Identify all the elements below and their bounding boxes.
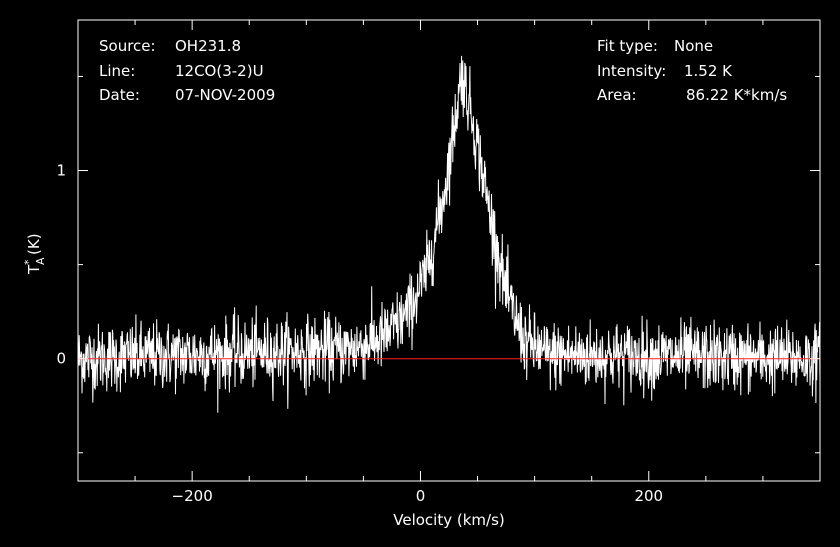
date-label: Date: xyxy=(99,86,140,104)
plot-frame xyxy=(77,19,821,482)
fit-type-value: None xyxy=(674,37,713,55)
area-value: 86.22 K*km/s xyxy=(686,86,787,104)
x-tick-label: 200 xyxy=(634,487,663,505)
fit-type-label: Fit type: xyxy=(597,37,658,55)
axis-ticks: −200 0 200 0 1 xyxy=(56,20,821,505)
line-label: Line: xyxy=(99,62,135,80)
spectrum-series xyxy=(77,55,821,413)
intensity-value: 1.52 K xyxy=(684,62,733,80)
x-axis-label: Velocity (km/s) xyxy=(393,511,504,529)
area-label: Area: xyxy=(597,86,637,104)
x-tick-label: 0 xyxy=(416,487,426,505)
intensity-label: Intensity: xyxy=(597,62,666,80)
y-tick-label: 0 xyxy=(56,350,66,368)
date-value: 07-NOV-2009 xyxy=(175,86,275,104)
x-tick-label: −200 xyxy=(172,487,213,505)
y-axis-label: T * A (K) xyxy=(22,233,47,275)
source-value: OH231.8 xyxy=(175,37,241,55)
y-axis-label-super: * xyxy=(22,259,35,265)
y-tick-label: 1 xyxy=(56,162,66,180)
line-value: 12CO(3-2)U xyxy=(175,62,264,80)
source-label: Source: xyxy=(99,37,156,55)
y-axis-label-main: T xyxy=(25,264,43,275)
spectrum-line xyxy=(77,55,821,413)
y-axis-label-unit: (K) xyxy=(25,233,43,255)
y-axis-label-sub: A xyxy=(34,257,47,265)
